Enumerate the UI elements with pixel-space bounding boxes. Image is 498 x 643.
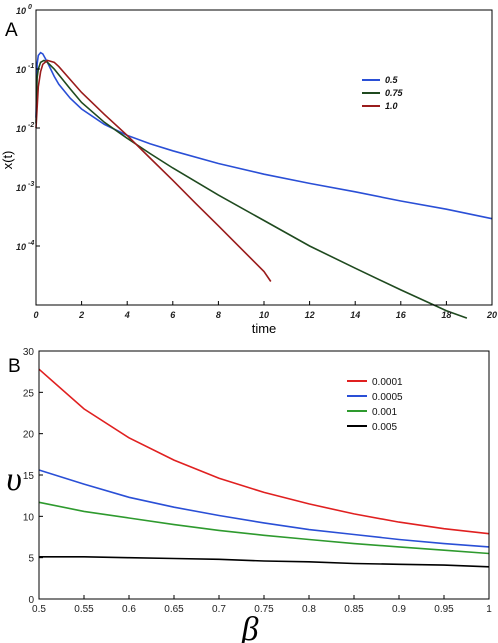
panel-b-x-tick-label: 0.95 (434, 604, 454, 615)
panel-a-x-tick-label: 2 (78, 310, 84, 320)
panel-a-y-tick-label: 10 (16, 183, 26, 193)
panel-b-x-axis-label: β (241, 611, 259, 643)
panel-b-legend-label: 0.0005 (372, 392, 403, 403)
panel-b-ticks: 0.5 0.55 0.6 0.65 0.7 0.75 0.8 0.85 0.9 0.95 10510… (23, 347, 492, 615)
panel-b-series-line-3 (39, 556, 490, 568)
panel-b-y-tick-label: 20 (23, 430, 35, 441)
panel-b-y-tick-label: 25 (23, 388, 35, 399)
panel-a-y-tick-exponent: -2 (28, 122, 34, 129)
panel-a-x-tick-label: 10 (259, 310, 269, 320)
panel-a-x-tick-label: 14 (350, 310, 360, 320)
panel-b-x-tick-label: 0.75 (254, 604, 274, 615)
panel-b-legend: 0.0001 0.0005 0.001 0.005 (347, 377, 403, 433)
panel-a-series-lines (35, 51, 493, 319)
panel-a-x-tick-label: 4 (124, 310, 130, 320)
panel-b-letter: B (8, 356, 21, 377)
panel-a-series-line-2 (35, 59, 272, 282)
panel-b-x-tick-label: 0.85 (344, 604, 364, 615)
panel-b-y-tick-label: 10 (23, 512, 35, 523)
panel-b-x-tick-label: 0.8 (302, 604, 316, 615)
panel-a-y-tick-label: 10 (16, 6, 26, 16)
panel-b-y-tick-label: 30 (23, 347, 35, 358)
panel-a-y-tick-exponent: 0 (28, 4, 32, 11)
panel-a-y-axis-label: x(t) (0, 151, 15, 170)
panel-b-series-line-1 (38, 469, 490, 548)
panel-a-x-tick-label: 12 (305, 310, 315, 320)
panel-b-plot-frame (38, 350, 490, 600)
panel-b-series-line-2 (38, 501, 490, 555)
panel-b-y-axis-label: υ (6, 461, 22, 498)
panel-b: B 0.5 0.55 0.6 0.65 0.7 0.75 0.8 0.85 0.9 0.95 105… (6, 347, 492, 643)
panel-b-legend-label: 0.001 (372, 407, 397, 418)
panel-a-x-tick-label: 0 (33, 310, 38, 320)
panel-a-legend: 0.5 0.75 1.0 (362, 75, 404, 111)
panel-a-y-tick-exponent: -4 (28, 240, 34, 247)
panel-b-y-tick-label: 5 (28, 554, 34, 565)
panel-b-series-line-0 (38, 368, 490, 535)
panel-a-y-tick-label: 10 (16, 65, 26, 75)
panel-b-x-tick-label: 0.65 (164, 604, 184, 615)
panel-a-y-tick-label: 10 (16, 124, 26, 134)
panel-b-x-tick-label: 0.9 (392, 604, 406, 615)
panel-a-x-tick-label: 16 (396, 310, 407, 320)
panel-b-y-tick-label: 0 (28, 595, 34, 606)
panel-a-legend-label: 0.5 (385, 75, 399, 85)
panel-b-y-tick-label: 15 (23, 471, 35, 482)
panel-a-x-axis-label: time (252, 321, 277, 336)
panel-b-series-lines (38, 368, 490, 568)
panel-a-series-line-0 (35, 51, 493, 220)
panel-b-x-tick-label: 0.6 (122, 604, 136, 615)
panel-a-y-tick-exponent: -3 (28, 181, 34, 188)
panel-a-legend-label: 0.75 (385, 88, 404, 98)
panel-b-legend-label: 0.005 (372, 422, 397, 433)
panel-a-legend-label: 1.0 (385, 101, 398, 111)
panel-a-x-tick-label: 8 (216, 310, 221, 320)
panel-a-x-tick-label: 20 (486, 310, 497, 320)
panel-a-series-line-1 (35, 59, 468, 319)
panel-b-x-tick-label: 1 (486, 604, 492, 615)
panel-b-x-tick-label: 0.55 (74, 604, 94, 615)
panel-a-x-tick-label: 6 (170, 310, 176, 320)
panel-b-x-tick-label: 0.7 (212, 604, 226, 615)
panel-b-x-tick-label: 0.5 (32, 604, 46, 615)
panel-a-letter: A (5, 20, 18, 41)
panel-a-y-tick-exponent: -1 (28, 63, 34, 70)
panel-a-x-tick-label: 18 (441, 310, 451, 320)
panel-b-legend-label: 0.0001 (372, 377, 403, 388)
panel-a-plot-frame (35, 9, 493, 306)
panel-a-y-tick-label: 10 (16, 242, 26, 252)
